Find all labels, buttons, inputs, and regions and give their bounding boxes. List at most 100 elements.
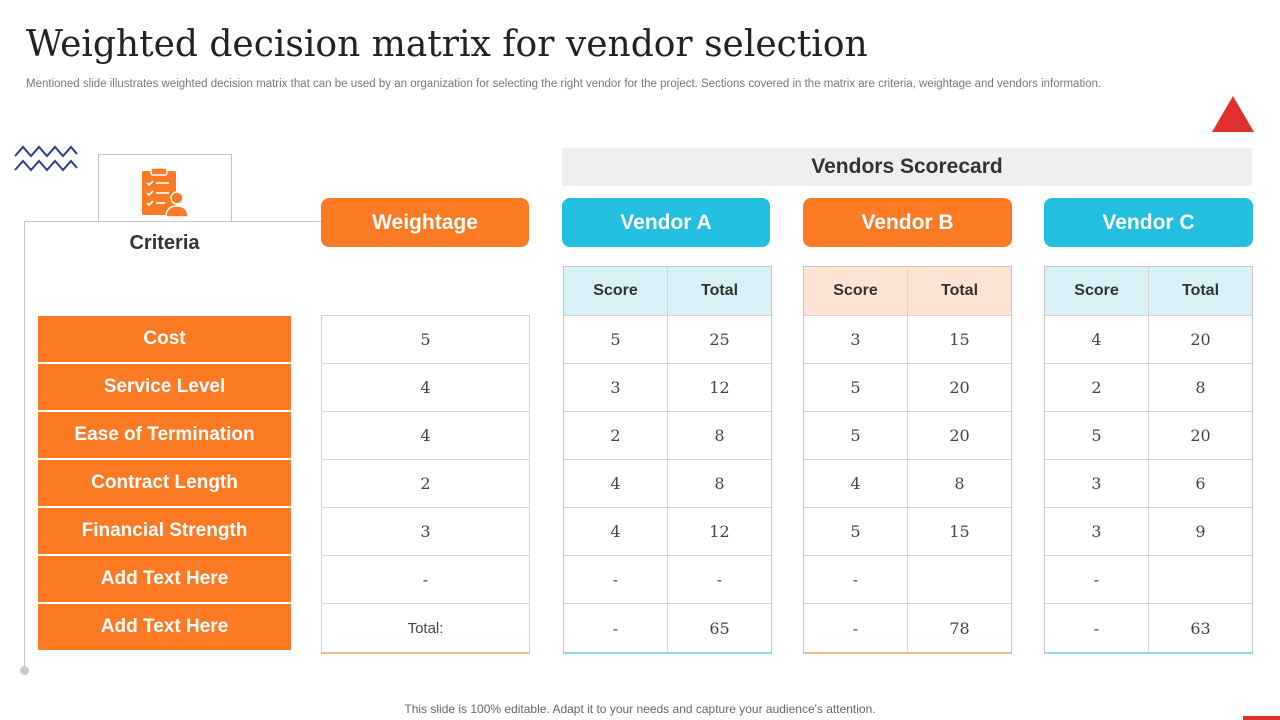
weightage-cell: - <box>322 556 529 604</box>
column-header: Score <box>564 267 667 315</box>
grand-total-cell: 65 <box>667 604 771 652</box>
score-cell: - <box>1093 618 1100 638</box>
criteria-item: Ease of Termination <box>38 412 291 458</box>
table-row: 4 20 <box>1045 316 1252 364</box>
table-row: 3 15 <box>804 316 1011 364</box>
score-cell: 5 <box>610 330 621 349</box>
score-cell: 5 <box>850 522 861 541</box>
score-cell: 5 <box>1091 426 1102 445</box>
total-cell: 8 <box>667 412 771 459</box>
criteria-item: Contract Length <box>38 460 291 506</box>
criteria-list: Cost Service Level Ease of Termination C… <box>38 316 291 652</box>
score-cell: 3 <box>610 378 621 397</box>
total-cell: - <box>667 556 771 603</box>
criteria-header: Criteria <box>129 232 200 254</box>
page-subtitle: Mentioned slide illustrates weighted dec… <box>26 78 1102 90</box>
score-cell: 5 <box>850 426 861 445</box>
table-row: -- <box>564 556 771 604</box>
total-cell: 12 <box>667 508 771 555</box>
triangle-icon <box>1212 96 1254 132</box>
weightage-column: 5 4 4 2 3 - Total: <box>321 315 530 654</box>
table-row: 5 20 <box>1045 412 1252 460</box>
total-cell: 20 <box>1148 316 1252 363</box>
column-header: Total <box>667 267 771 315</box>
table-row: - 65 <box>564 604 771 652</box>
total-cell: 6 <box>1148 460 1252 507</box>
vendors-scorecard-header: Vendors Scorecard <box>562 148 1252 186</box>
weightage-cell: 2 <box>322 460 529 508</box>
clipboard-checklist-icon <box>142 167 189 218</box>
column-header: Total <box>1148 267 1252 315</box>
weightage-cell: 4 <box>322 412 529 460</box>
table-row: 5 15 <box>804 508 1011 556</box>
table-header-row: Score Total <box>1045 267 1252 316</box>
score-cell: 4 <box>610 474 621 493</box>
frame-divider <box>24 221 321 222</box>
frame-dot <box>20 666 29 675</box>
zigzag-icon <box>14 145 78 172</box>
score-cell: - <box>612 570 619 589</box>
weightage-cell: 3 <box>322 508 529 556</box>
weightage-cell: 4 <box>322 364 529 412</box>
table-header-row: Score Total <box>564 267 771 316</box>
weightage-header: Weightage <box>321 198 529 247</box>
table-header-row: Score Total <box>804 267 1011 316</box>
total-cell: 9 <box>1148 508 1252 555</box>
total-cell: 20 <box>907 412 1011 459</box>
total-cell <box>907 556 1011 603</box>
score-cell: 4 <box>610 522 621 541</box>
page-title: Weighted decision matrix for vendor sele… <box>26 24 868 65</box>
table-row: - 63 <box>1045 604 1252 652</box>
criteria-item: Service Level <box>38 364 291 410</box>
score-cell: 3 <box>1091 522 1102 541</box>
weightage-cell: 5 <box>322 316 529 364</box>
score-cell: - <box>612 618 619 638</box>
score-cell: - <box>852 618 859 638</box>
score-cell: 3 <box>850 330 861 349</box>
vendor-a-header: Vendor A <box>562 198 770 247</box>
corner-accent <box>1243 716 1280 720</box>
table-row: - <box>804 556 1011 604</box>
criteria-item: Add Text Here <box>38 604 291 650</box>
criteria-item: Add Text Here <box>38 556 291 602</box>
total-cell: 20 <box>1148 412 1252 459</box>
total-cell: 15 <box>907 316 1011 363</box>
frame-divider <box>24 221 25 670</box>
total-cell: 25 <box>667 316 771 363</box>
grand-total-cell: 63 <box>1148 604 1252 652</box>
table-row: - <box>1045 556 1252 604</box>
criteria-item: Financial Strength <box>38 508 291 554</box>
total-cell: 20 <box>907 364 1011 411</box>
table-row: 3 12 <box>564 364 771 412</box>
table-row: 4 12 <box>564 508 771 556</box>
table-row: 5 25 <box>564 316 771 364</box>
table-row: 5 20 <box>804 364 1011 412</box>
score-cell: - <box>1093 570 1100 589</box>
footer-note: This slide is 100% editable. Adapt it to… <box>404 702 876 716</box>
table-row: - 78 <box>804 604 1011 652</box>
total-cell: 8 <box>907 460 1011 507</box>
score-cell: 4 <box>1091 330 1102 349</box>
vendor-b-header: Vendor B <box>803 198 1012 247</box>
total-cell: 15 <box>907 508 1011 555</box>
score-cell: 5 <box>850 378 861 397</box>
criteria-icon-box <box>98 154 232 222</box>
total-cell: 8 <box>667 460 771 507</box>
total-cell <box>1148 556 1252 603</box>
weightage-total-label: Total: <box>407 619 444 637</box>
criteria-item: Cost <box>38 316 291 362</box>
table-row: 5 20 <box>804 412 1011 460</box>
column-header: Score <box>804 267 907 315</box>
vendor-c-header: Vendor C <box>1044 198 1253 247</box>
total-cell: 8 <box>1148 364 1252 411</box>
score-cell: 2 <box>1091 378 1102 397</box>
column-header: Total <box>907 267 1011 315</box>
